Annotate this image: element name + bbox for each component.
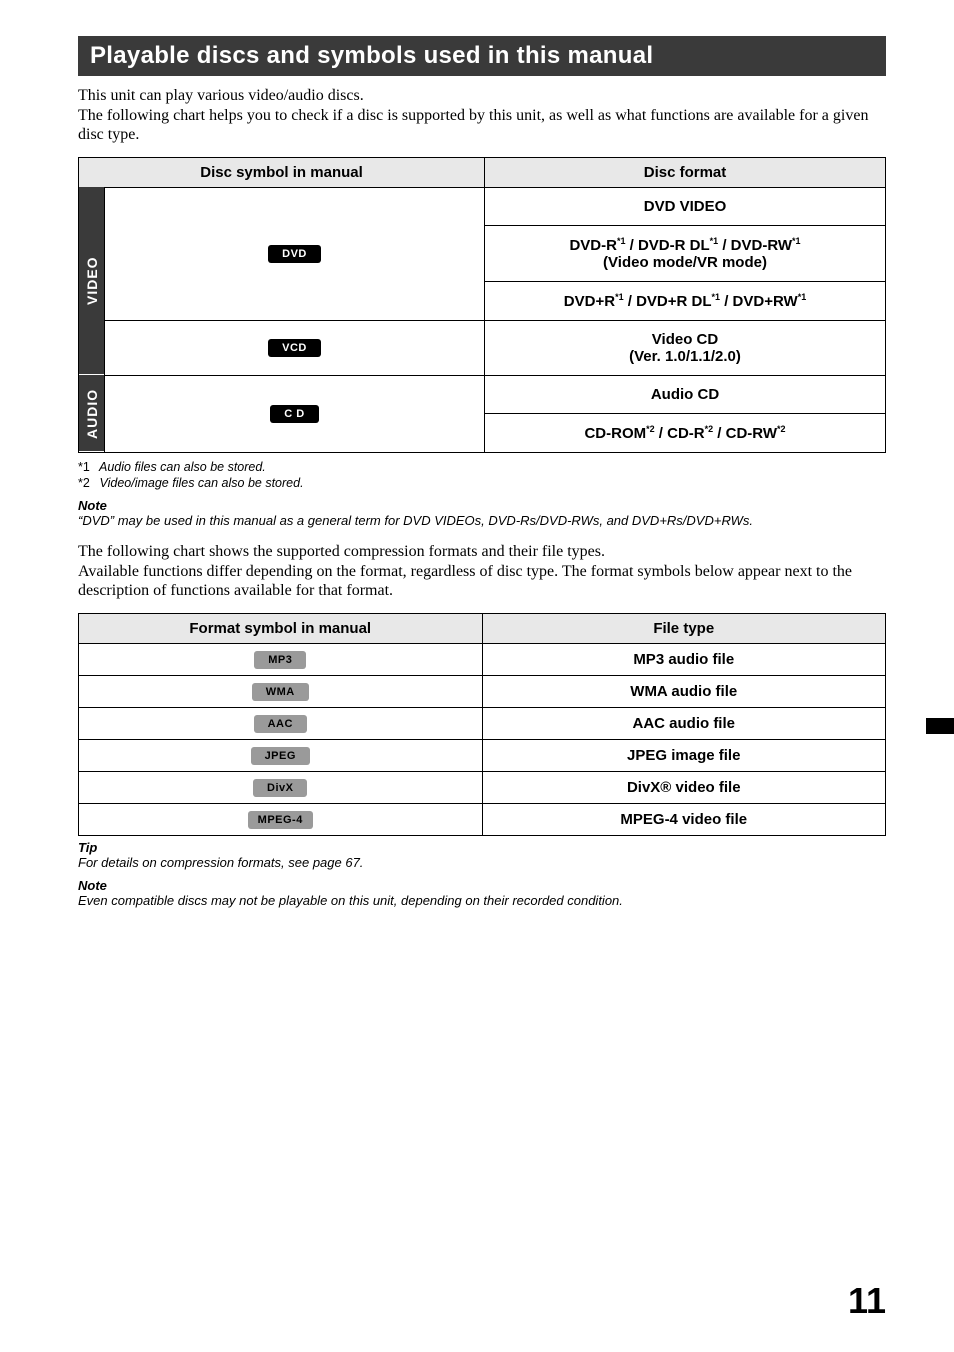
vcd-symbol-cell: VCD [105, 320, 485, 375]
vcd-badge: VCD [268, 339, 321, 357]
dvd-symbol-cell: DVD [105, 187, 485, 320]
mp3-label: MP3 audio file [482, 643, 886, 675]
footnote-2: *2 Video/image files can also be stored. [78, 475, 886, 492]
sup: *1 [792, 236, 801, 246]
audio-cd-cell: Audio CD [485, 375, 886, 413]
sup: *1 [712, 292, 721, 302]
sup: *1 [615, 292, 624, 302]
jpeg-label: JPEG image file [482, 739, 886, 771]
jpeg-badge: JPEG [251, 747, 310, 765]
aac-label: AAC audio file [482, 707, 886, 739]
note-label: Note [78, 498, 886, 513]
text: (Ver. 1.0/1.1/2.0) [629, 348, 741, 365]
sup: *1 [710, 236, 719, 246]
format-table: Format symbol in manual File type MP3 MP… [78, 613, 886, 836]
section-banner: Playable discs and symbols used in this … [78, 36, 886, 76]
audio-tab: AUDIO [79, 375, 105, 452]
footnote-text: Audio files can also be stored. [99, 460, 266, 474]
col-header-format: Disc format [485, 157, 886, 187]
footnote-text: Video/image files can also be stored. [99, 476, 303, 490]
cd-rom-cell: CD-ROM*2 / CD-R*2 / CD-RW*2 [485, 413, 886, 452]
note-text: “DVD” may be used in this manual as a ge… [78, 513, 886, 530]
mpeg4-label: MPEG-4 video file [482, 803, 886, 835]
divx-badge: DivX [253, 779, 307, 797]
text: / DVD-R DL [625, 237, 709, 254]
aac-symbol-cell: AAC [79, 707, 483, 739]
jpeg-symbol-cell: JPEG [79, 739, 483, 771]
text: / DVD+R DL [624, 293, 712, 310]
text: / DVD-RW [718, 237, 792, 254]
divx-label: DivX® video file [482, 771, 886, 803]
sup: *1 [798, 292, 807, 302]
text: (Video mode/VR mode) [603, 254, 767, 271]
dvd-plus-r-cell: DVD+R*1 / DVD+R DL*1 / DVD+RW*1 [485, 281, 886, 320]
intro-line-1: This unit can play various video/audio d… [78, 87, 364, 104]
intro-paragraph: This unit can play various video/audio d… [78, 86, 886, 145]
text: CD-ROM [584, 425, 646, 442]
footnote-mark: *1 [78, 459, 96, 476]
disc-table: Disc symbol in manual Disc format VIDEO … [78, 157, 886, 453]
footnote-1: *1 Audio files can also be stored. [78, 459, 886, 476]
video-tab: VIDEO [79, 187, 105, 375]
col-header-symbol: Disc symbol in manual [79, 157, 485, 187]
edge-mark [926, 718, 954, 734]
text: DVD-R [569, 237, 617, 254]
aac-badge: AAC [254, 715, 307, 733]
text: Video CD [652, 331, 718, 348]
sup: *2 [777, 424, 786, 434]
wma-label: WMA audio file [482, 675, 886, 707]
sup: *2 [705, 424, 714, 434]
divx-symbol-cell: DivX [79, 771, 483, 803]
mp3-badge: MP3 [254, 651, 306, 669]
text: / DVD+RW [720, 293, 798, 310]
wma-badge: WMA [252, 683, 309, 701]
text: / CD-RW [713, 425, 777, 442]
text: / CD-R [655, 425, 705, 442]
intro-line-2: The following chart helps you to check i… [78, 107, 868, 144]
sup: *2 [646, 424, 655, 434]
footnote-mark: *2 [78, 475, 96, 492]
mpeg4-badge: MPEG-4 [248, 811, 313, 829]
text: DVD+R [564, 293, 615, 310]
cd-symbol-cell: C D [105, 375, 485, 452]
page-number: 11 [848, 1280, 886, 1322]
note2-label: Note [78, 878, 886, 893]
dvd-video-cell: DVD VIDEO [485, 187, 886, 225]
tip-text: For details on compression formats, see … [78, 855, 886, 872]
mp3-symbol-cell: MP3 [79, 643, 483, 675]
dvd-badge: DVD [268, 245, 321, 263]
wma-symbol-cell: WMA [79, 675, 483, 707]
col-header-file-type: File type [482, 613, 886, 643]
tip-label: Tip [78, 840, 886, 855]
video-cd-cell: Video CD (Ver. 1.0/1.1/2.0) [485, 320, 886, 375]
col-header-format-symbol: Format symbol in manual [79, 613, 483, 643]
cd-badge: C D [270, 405, 318, 423]
dvd-r-cell: DVD-R*1 / DVD-R DL*1 / DVD-RW*1 (Video m… [485, 225, 886, 281]
note2-text: Even compatible discs may not be playabl… [78, 893, 886, 910]
mid-paragraph: The following chart shows the supported … [78, 542, 886, 601]
mpeg4-symbol-cell: MPEG-4 [79, 803, 483, 835]
